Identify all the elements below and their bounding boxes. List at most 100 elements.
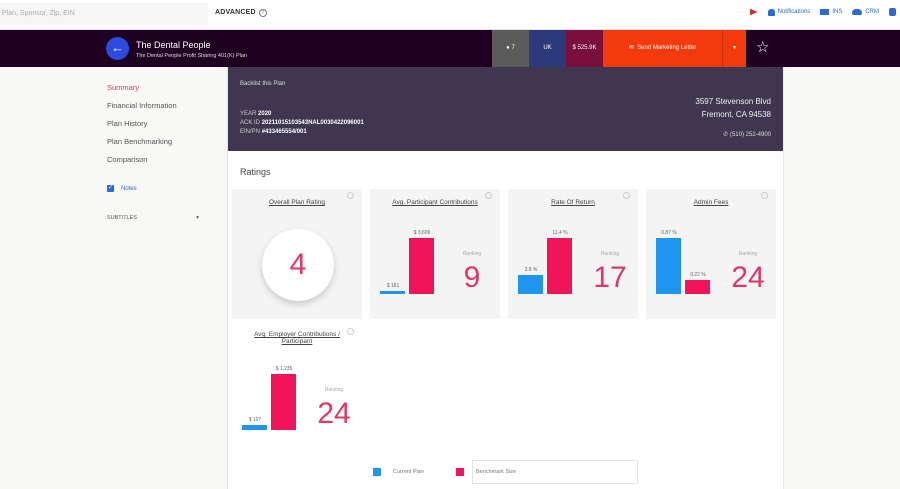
overall-rating-value: 4 (262, 229, 334, 301)
sidebar-item-comparison[interactable]: Comparison (107, 155, 148, 164)
card-title[interactable]: Overall Plan Rating (269, 199, 325, 206)
like-link[interactable] (889, 8, 896, 16)
bar-benchmark (409, 238, 434, 294)
card-title[interactable]: Admin Fees (693, 199, 729, 206)
bar-current (656, 238, 681, 294)
card-title[interactable]: Avg. Participant Contributions (392, 199, 478, 206)
ein-row: EIN/PN #433465554/001 (240, 129, 307, 135)
notifications-label: Notifications (777, 9, 811, 15)
legend-benchmark: Benchmark Size (456, 468, 516, 476)
address-line-1: 3597 Stevenson Blvd (695, 97, 771, 106)
flag-link[interactable] (749, 8, 758, 16)
group-icon: ● (506, 45, 510, 51)
address-line-2: Fremont, CA 94538 (701, 110, 771, 119)
metric-card: Avg. Employer Contributions / Participan… (232, 325, 362, 455)
send-marketing-letter-button[interactable]: ✉ Send Marketing Letter (603, 30, 722, 67)
bar-benchmark-label: 0.22 % (690, 272, 706, 278)
cloud-icon (852, 9, 863, 15)
advanced-label: ADVANCED (215, 9, 256, 16)
card-title[interactable]: Avg. Employer Contributions / Participan… (254, 331, 340, 345)
participants-count: 7 (511, 45, 515, 51)
ranking-label: Ranking (462, 251, 482, 257)
sidebar: Summary Financial Information Plan Histo… (0, 67, 228, 489)
card-title[interactable]: Rate Of Return (551, 199, 595, 206)
help-icon[interactable]: ? (258, 9, 267, 17)
state-badge[interactable]: UK (529, 30, 566, 67)
notes-label: Notes (121, 185, 137, 192)
plan-banner: Backlist this Plan YEAR 2020 ACK ID 2021… (228, 67, 783, 151)
metric-card: Rate Of Return 3.8 % 11.4 % Ranking 17 (508, 189, 638, 319)
notifications-link[interactable]: Notifications (767, 8, 811, 16)
chevron-down-icon: ▾ (732, 45, 736, 51)
bar-current (518, 275, 543, 294)
bar-benchmark-label: $ 1,235 (275, 366, 293, 372)
sidebar-item-financial-information[interactable]: Financial Information (107, 101, 177, 110)
bar-benchmark (685, 280, 710, 294)
subtitles-dropdown[interactable]: SUBTITLES ▾ (107, 215, 199, 221)
ins-link[interactable]: INS (820, 9, 842, 15)
assets-value: $ 525.9K (572, 45, 597, 51)
bar-chart: $ 181 $ 3,609 (378, 219, 443, 294)
phone-number: (510) 252-4900 (729, 132, 771, 138)
assets-badge[interactable]: $ 525.9K (566, 30, 603, 67)
participants-badge[interactable]: ● 7 (492, 30, 529, 67)
bar-chart: $ 107 $ 1,235 (240, 355, 305, 430)
bar-chart: 3.8 % 11.4 % (516, 219, 581, 294)
ein-label: EIN/PN (240, 129, 261, 135)
bar-benchmark (271, 374, 296, 430)
flag-icon (749, 8, 758, 16)
sidebar-nav: Summary Financial Information Plan Histo… (107, 81, 177, 171)
thumbs-up-icon (889, 8, 896, 16)
year-label: YEAR (240, 111, 257, 117)
bar-benchmark-label: 11.4 % (552, 230, 568, 236)
backlist-link[interactable]: Backlist this Plan (240, 81, 286, 87)
bar-current (380, 291, 405, 294)
year-value: 2020 (258, 111, 272, 117)
sidebar-item-summary[interactable]: Summary (107, 83, 140, 92)
phone-icon: ✆ (723, 132, 729, 138)
bar-benchmark (547, 238, 572, 294)
ranking-label: Ranking (600, 251, 620, 257)
right-panel (783, 67, 900, 489)
favorite-star-icon[interactable]: ☆ (756, 39, 770, 56)
sidebar-item-plan-benchmarking[interactable]: Plan Benchmarking (107, 137, 173, 146)
plan-name: The Dental People Profit Sharing 401(K) … (136, 53, 247, 59)
top-links: Notifications INS CRM (749, 8, 896, 16)
search-input[interactable]: Plan, Sponsor, Zip, EIN (0, 3, 208, 25)
plan-header: ← The Dental People The Dental People Pr… (0, 30, 900, 67)
subtitles-label: SUBTITLES (107, 215, 137, 221)
sidebar-item-plan-history[interactable]: Plan History (107, 119, 148, 128)
info-icon[interactable] (485, 192, 492, 199)
arrow-left-icon: ← (111, 40, 124, 55)
bar-benchmark-label: $ 3,609 (413, 230, 431, 236)
send-label: Send Marketing Letter (637, 45, 697, 51)
plan-sponsor-name: The Dental People (136, 40, 211, 50)
ranking-value: 24 (731, 261, 765, 294)
info-icon[interactable] (347, 328, 354, 335)
metric-card: Avg. Participant Contributions $ 181 $ 3,6… (370, 189, 500, 319)
advanced-search-button[interactable]: ADVANCED? (215, 9, 267, 17)
notes-toggle[interactable]: ✓ Notes (107, 185, 137, 192)
back-button[interactable]: ← (106, 37, 129, 60)
chart-legend: Current Plan Benchmark Size (228, 460, 783, 485)
metric-card: Admin Fees 0.87 % 0.22 % Ranking 24 (646, 189, 776, 319)
state-label: UK (543, 45, 552, 51)
bar-current (242, 425, 267, 430)
checkbox-icon[interactable]: ✓ (107, 185, 114, 192)
legend-current: Current Plan (373, 468, 424, 476)
bar-current-label: 3.8 % (524, 267, 538, 273)
crm-label: CRM (865, 9, 879, 15)
ranking-value: 24 (317, 397, 351, 430)
info-icon[interactable] (761, 192, 768, 199)
benchmark-size-dropdown[interactable] (472, 460, 638, 484)
bell-icon (767, 8, 775, 16)
year-row: YEAR 2020 (240, 111, 271, 117)
legend-swatch-current (373, 468, 381, 476)
info-icon[interactable] (347, 192, 354, 199)
info-icon[interactable] (623, 192, 630, 199)
send-options-dropdown[interactable]: ▾ (722, 30, 746, 67)
phone-row: ✆ (510) 252-4900 (723, 131, 771, 138)
crm-link[interactable]: CRM (852, 9, 879, 15)
bar-chart: 0.87 % 0.22 % (654, 219, 719, 294)
chevron-down-icon: ▾ (196, 215, 199, 221)
